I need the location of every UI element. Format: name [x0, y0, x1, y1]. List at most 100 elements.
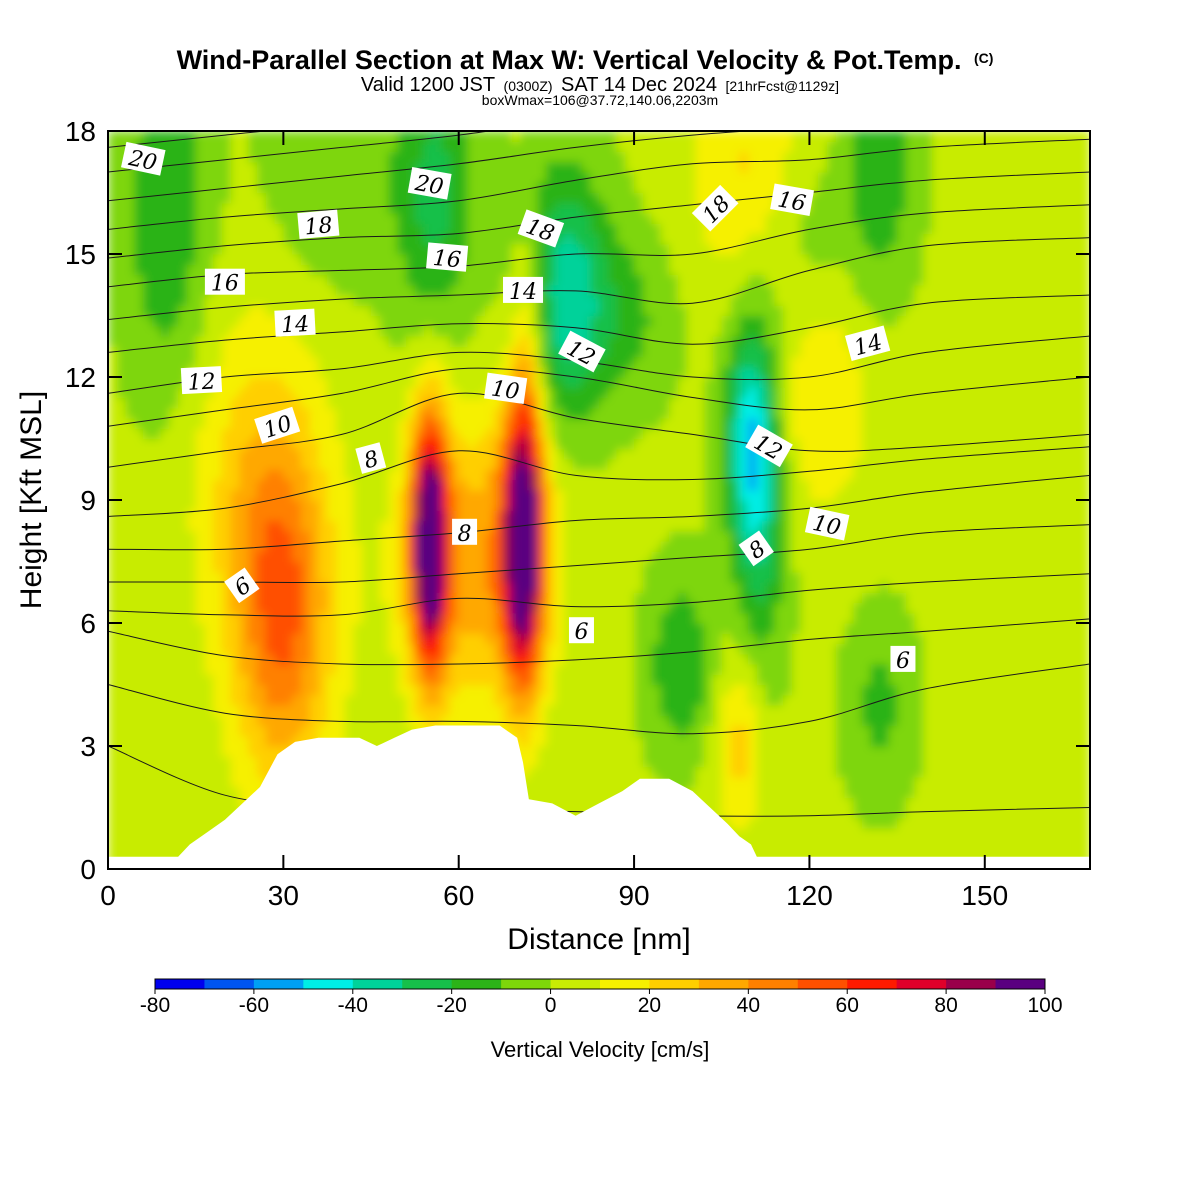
heatmap-cell	[800, 612, 811, 624]
heatmap-cell	[642, 766, 653, 778]
heatmap-cell	[116, 807, 127, 819]
heatmap-cell	[625, 684, 635, 696]
heatmap-cell	[695, 664, 705, 675]
heatmap-cell	[371, 582, 381, 593]
heatmap-cell	[458, 684, 469, 696]
heatmap-cell	[344, 664, 355, 675]
heatmap-cell	[116, 582, 127, 593]
heatmap-cell	[134, 582, 144, 593]
heatmap-cell	[844, 848, 854, 860]
heatmap-cell	[862, 448, 872, 460]
heatmap-cell	[862, 510, 872, 522]
heatmap-cell	[160, 500, 170, 511]
heatmap-cell	[634, 520, 644, 532]
heatmap-cell	[204, 428, 214, 440]
heatmap-cell	[195, 428, 206, 440]
heatmap-cell	[712, 561, 723, 573]
heatmap-cell	[160, 674, 170, 686]
heatmap-cell	[344, 510, 355, 522]
heatmap-cell	[221, 643, 232, 655]
heatmap-cell	[791, 735, 802, 747]
heatmap-cell	[520, 459, 530, 470]
heatmap-cell	[677, 469, 688, 481]
heatmap-cell	[581, 541, 591, 552]
heatmap-cell	[800, 541, 811, 552]
heatmap-cell	[581, 643, 591, 655]
heatmap-cell	[388, 469, 398, 481]
heatmap-cell	[695, 582, 705, 593]
heatmap-cell	[923, 766, 933, 778]
heatmap-cell	[178, 500, 188, 511]
heatmap-cell	[756, 500, 767, 511]
heatmap-cell	[976, 643, 986, 655]
heatmap-cell	[774, 500, 784, 511]
heatmap-cell	[599, 428, 609, 440]
heatmap-cell	[818, 746, 828, 757]
heatmap-cell	[677, 684, 688, 696]
heatmap-cell	[669, 612, 679, 624]
heatmap-cell	[195, 787, 206, 798]
heatmap-cell	[449, 500, 460, 511]
heatmap-cell	[283, 705, 293, 716]
heatmap-cell	[186, 623, 197, 634]
heatmap-cell	[257, 623, 267, 634]
heatmap-cell	[1081, 551, 1090, 563]
heatmap-cell	[1054, 438, 1065, 450]
heatmap-cell	[976, 817, 986, 829]
heatmap-cell	[712, 510, 723, 522]
heatmap-cell	[528, 776, 539, 788]
heatmap-cell	[590, 612, 600, 624]
heatmap-cell	[756, 633, 767, 645]
heatmap-cell	[555, 407, 565, 419]
heatmap-cell	[528, 428, 539, 440]
heatmap-cell	[739, 776, 749, 788]
heatmap-cell	[248, 407, 258, 419]
heatmap-cell	[712, 469, 723, 481]
heatmap-cell	[993, 541, 1003, 552]
heatmap-cell	[581, 684, 591, 696]
heatmap-cell	[467, 664, 477, 675]
heatmap-cell	[914, 746, 925, 757]
heatmap-cell	[879, 520, 889, 532]
heatmap-cell	[125, 756, 135, 768]
heatmap-cell	[511, 459, 521, 470]
heatmap-cell	[213, 571, 223, 583]
heatmap-cell	[563, 520, 574, 532]
heatmap-cell	[213, 653, 223, 665]
heatmap-cell	[169, 582, 179, 593]
heatmap-cell	[721, 582, 732, 593]
heatmap-cell	[1028, 766, 1038, 778]
heatmap-cell	[362, 500, 372, 511]
heatmap-cell	[791, 448, 802, 460]
heatmap-cell	[581, 664, 591, 675]
heatmap-cell	[309, 705, 320, 716]
heatmap-cell	[897, 756, 907, 768]
heatmap-cell	[546, 407, 556, 419]
heatmap-cell	[520, 561, 530, 573]
heatmap-cell	[493, 551, 504, 563]
heatmap-cell	[230, 500, 241, 511]
heatmap-cell	[485, 592, 495, 604]
heatmap-cell	[721, 766, 732, 778]
heatmap-cell	[1063, 612, 1074, 624]
heatmap-cell	[449, 561, 460, 573]
heatmap-cell	[555, 469, 565, 481]
heatmap-cell	[221, 602, 232, 614]
heatmap-cell	[1072, 520, 1082, 532]
heatmap-cell	[379, 489, 390, 501]
heatmap-cell	[116, 438, 127, 450]
heatmap-cell	[204, 735, 214, 747]
heatmap-cell	[344, 582, 355, 593]
heatmap-cell	[949, 828, 960, 839]
heatmap-cell	[651, 705, 661, 716]
heatmap-cell	[108, 407, 118, 419]
heatmap-cell	[739, 489, 749, 501]
heatmap-cell	[379, 705, 390, 716]
heatmap-cell	[169, 848, 179, 860]
heatmap-cell	[1063, 705, 1074, 716]
heatmap-cell	[993, 776, 1003, 788]
heatmap-cell	[230, 756, 241, 768]
heatmap-cell	[511, 592, 521, 604]
heatmap-cell	[940, 612, 951, 624]
heatmap-cell	[151, 746, 162, 757]
